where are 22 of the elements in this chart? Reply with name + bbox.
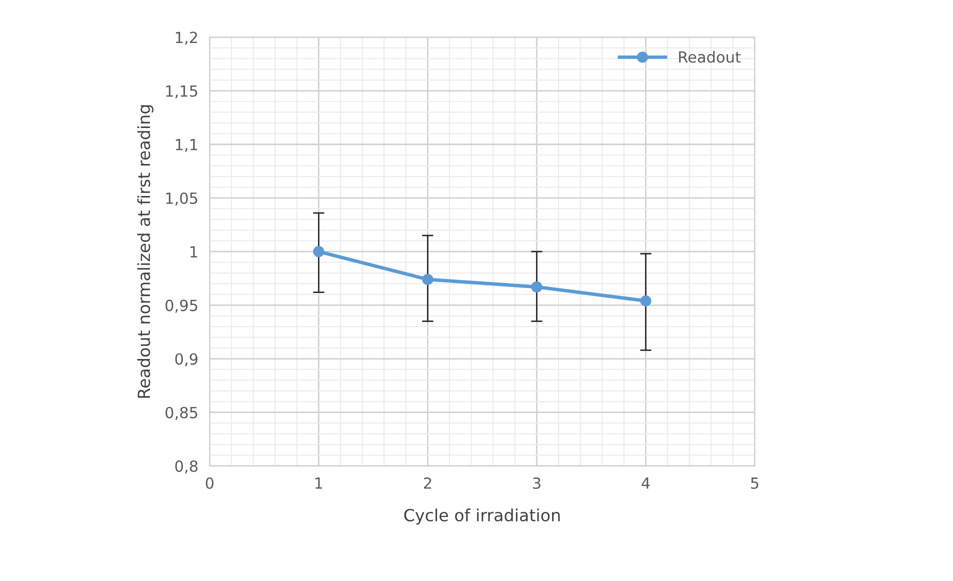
y-tick-label: 0,8: [175, 460, 198, 474]
y-axis-title: Readout normalized at first reading: [137, 105, 154, 398]
y-tick-label: 1,1: [176, 139, 198, 152]
x-axis-title: Cycle of irradiation: [404, 508, 560, 525]
x-tick-label: 4: [642, 478, 650, 489]
y-tick-label: 1,15: [166, 85, 198, 98]
y-tick-label: 1,05: [166, 192, 198, 206]
point: [531, 281, 542, 293]
y-tick-label: 0,9: [175, 353, 198, 366]
y-tick-label: 0,85: [166, 406, 198, 420]
y-tick-label: 1,2: [176, 32, 198, 45]
x-tick-label: 2: [424, 477, 432, 489]
legend-label: Readout: [679, 50, 741, 63]
point: [640, 295, 652, 306]
point: [313, 246, 324, 258]
point: [422, 274, 434, 285]
y-tick-label: 0,95: [166, 300, 198, 313]
x-tick-label: 0: [206, 477, 214, 489]
x-tick-label: 5: [751, 478, 758, 489]
y-tick-label: 1: [190, 246, 198, 258]
x-tick-label: 1: [316, 478, 322, 489]
x-tick-label: 3: [533, 477, 540, 489]
